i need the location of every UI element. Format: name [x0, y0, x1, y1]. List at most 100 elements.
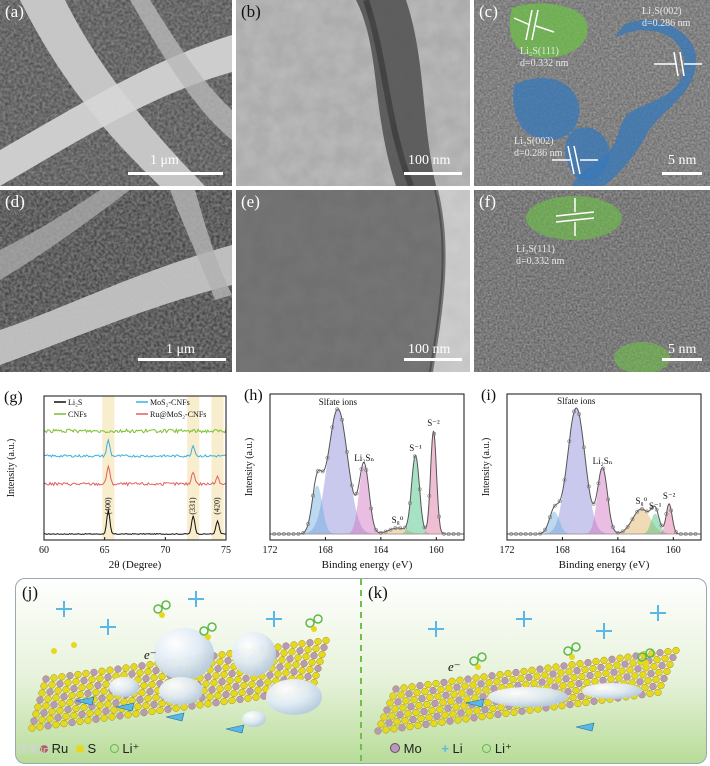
lattice-atom	[631, 672, 639, 680]
lattice-atom	[96, 701, 104, 709]
lattice-atom	[66, 698, 74, 707]
lattice-atom	[50, 674, 58, 682]
lattice-atom	[130, 663, 138, 671]
lattice-atom	[316, 657, 324, 666]
raw-data-point	[315, 469, 320, 474]
lattice-atom	[518, 707, 526, 715]
lattice-atom	[96, 674, 104, 682]
lattice-atom	[440, 678, 448, 687]
lattice-atom	[236, 695, 244, 704]
raw-data-point	[354, 491, 359, 496]
lattice-atom	[533, 672, 541, 680]
lattice-atom	[102, 707, 110, 715]
raw-data-point	[543, 527, 548, 532]
peak-label: S⁻²	[663, 491, 676, 501]
lattice-atom	[136, 669, 144, 677]
lattice-atom	[652, 675, 660, 684]
lattice-atom	[386, 699, 394, 707]
raw-data-point	[649, 506, 654, 510]
lattice-atom	[36, 696, 44, 704]
lattice-atom	[292, 661, 300, 669]
lattice-atom	[70, 684, 78, 693]
li2s-deposit	[266, 679, 322, 715]
lattice-atom	[242, 674, 250, 683]
lattice-atom	[477, 680, 485, 688]
lattice-atom	[396, 711, 404, 719]
lattice-atom	[64, 679, 72, 687]
lattice-atom	[417, 714, 425, 723]
lattice-atom	[525, 673, 533, 681]
lattice-atom	[210, 679, 218, 687]
lattice-annotation: Li₂S(002) d=0.286 nm	[642, 6, 691, 29]
lattice-atom	[565, 668, 573, 676]
lattice-atom	[448, 677, 456, 685]
scale-label: 1 μm	[150, 153, 179, 168]
lattice-atom	[517, 674, 525, 683]
lattice-atom	[54, 714, 62, 722]
lattice-atom	[616, 654, 624, 662]
y-axis-label: Intensity (a.u.)	[244, 438, 255, 497]
lattice-atom	[228, 669, 236, 678]
panel-label: (c)	[479, 2, 498, 21]
lattice-atom	[98, 694, 106, 702]
lattice-atom	[254, 686, 262, 694]
raw-data-point	[349, 483, 354, 488]
lattice-atom	[300, 660, 308, 668]
raw-data-point	[615, 530, 620, 535]
lattice-atom	[140, 709, 148, 717]
tem-image-b	[236, 0, 470, 186]
peak-label: Li₂Sₙ	[593, 456, 613, 466]
lattice-atom	[274, 670, 282, 678]
peak-label: (331)	[188, 497, 197, 515]
lattice-atom	[120, 698, 128, 706]
lattice-atom	[220, 671, 228, 679]
li-cross-icon	[100, 619, 116, 635]
lattice-atom	[296, 647, 304, 655]
lattice-atom	[489, 705, 497, 713]
lattice-atom	[80, 703, 88, 711]
lattice-atom	[569, 693, 577, 702]
raw-data-point	[664, 512, 669, 516]
lattice-atom	[488, 672, 496, 680]
lattice-atom	[584, 658, 592, 667]
lattice-atom	[552, 663, 560, 671]
envelope-line	[507, 407, 701, 535]
lattice-atom	[463, 695, 471, 703]
electron-label: e⁻	[448, 659, 461, 674]
lattice-atom	[493, 678, 501, 686]
lattice-atom	[302, 653, 310, 661]
polysulfide-cluster-icon	[469, 652, 487, 670]
lattice-atom	[58, 700, 66, 708]
lattice-atom	[636, 678, 644, 686]
lattice-atom	[62, 686, 70, 694]
raw-data-point	[374, 527, 378, 532]
lattice-atom	[455, 696, 463, 704]
lattice-atom	[644, 677, 652, 685]
lattice-atom	[557, 669, 565, 677]
li-ion-icon	[482, 744, 492, 753]
lattice-atom	[72, 704, 80, 713]
panel-c-hrtem: (c) Li₂S(111) d=0.332 nm Li₂S(002) d=0.286…	[474, 0, 710, 186]
scale-bar	[662, 358, 702, 361]
lattice-atom	[208, 686, 216, 694]
li2s-deposit	[154, 628, 214, 680]
lattice-atom	[148, 707, 156, 716]
lattice-atom	[413, 689, 421, 697]
lattice-atom	[470, 714, 478, 722]
watermark: 大侠笔记	[16, 743, 50, 756]
lattice-atom	[216, 658, 224, 666]
scale-label: 100 nm	[408, 153, 451, 168]
legend-entry: CNFs	[68, 410, 87, 419]
lattice-atom	[389, 692, 397, 700]
tem-image-e	[236, 190, 470, 372]
series-line-0	[44, 510, 227, 536]
lattice-atom	[520, 667, 528, 676]
lattice-atom	[314, 637, 322, 646]
lattice-atom	[206, 693, 214, 701]
raw-data-point	[586, 484, 591, 489]
lattice-atom	[581, 665, 589, 674]
raw-data-point	[591, 501, 596, 506]
hrtem-image-f	[474, 190, 710, 372]
panel-label: (j)	[22, 583, 39, 602]
lattice-atom	[437, 685, 445, 694]
